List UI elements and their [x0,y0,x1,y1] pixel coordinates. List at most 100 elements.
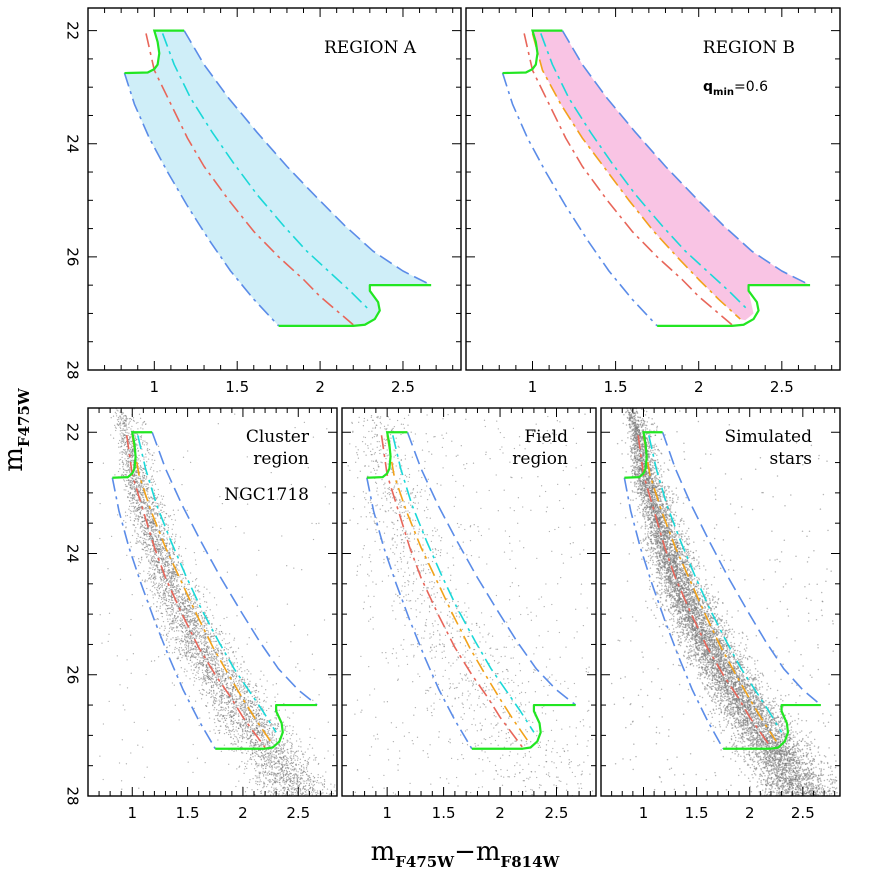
star-point [261,745,263,747]
star-point [160,553,162,555]
star-point [228,656,230,659]
star-point [171,585,173,587]
star-point [187,614,190,616]
star-point [249,683,251,685]
star-point [198,656,200,658]
star-point [160,548,162,550]
star-point [139,487,142,490]
star-point [156,544,158,547]
star-point [276,725,279,727]
star-point [244,723,246,725]
star-point [119,439,121,442]
star-point [189,641,191,643]
star-point [215,725,217,728]
star-point [122,474,124,476]
star-point [286,565,288,567]
star-point [191,613,193,615]
star-point [185,655,187,657]
star-point [202,625,204,627]
star-point [171,627,173,629]
star-point [225,683,227,686]
star-point [159,605,161,607]
star-point [141,493,143,496]
star-point [145,549,148,552]
star-point [244,712,246,714]
star-point [157,656,160,658]
star-point [172,596,174,599]
star-point [224,679,226,682]
star-point [263,756,265,759]
star-point [254,752,257,754]
star-point [140,557,143,559]
star-point [220,694,223,697]
star-point [136,501,138,503]
star-point [279,730,281,732]
star-point [222,677,224,679]
star-point [139,572,141,575]
star-point [292,726,294,728]
star-point [153,533,155,535]
star-point [204,678,206,680]
star-point [232,717,235,720]
star-point [225,728,227,731]
star-point [182,456,185,458]
star-point [158,544,161,546]
star-point [235,711,237,713]
star-point [128,483,130,486]
star-point [193,680,196,682]
star-point [329,793,332,795]
star-point [219,633,221,635]
star-point [227,652,229,654]
star-point [181,579,183,581]
star-point [158,511,160,513]
star-point [179,596,181,599]
star-point [217,687,219,689]
star-point [212,667,214,670]
star-point [195,674,197,676]
star-point [239,723,241,725]
star-point [142,539,145,542]
star-point [151,575,153,577]
star-point [293,770,295,772]
star-point [186,619,189,621]
star-point [174,615,176,617]
star-point [284,743,286,745]
star-point [295,770,298,772]
star-point [224,661,226,663]
star-point [295,740,298,742]
star-point [190,596,192,598]
star-point [244,703,246,706]
star-point [166,572,169,574]
star-point [216,662,218,664]
star-point [146,553,148,555]
star-point [183,602,185,605]
star-point [220,527,222,530]
star-point [265,765,267,768]
star-point [142,440,144,442]
star-point [221,718,223,720]
star-point [312,780,314,782]
star-point [236,730,238,732]
star-point [122,429,124,431]
star-point [236,670,239,672]
star-point [114,474,116,476]
star-point [242,702,244,705]
star-point [293,779,295,781]
star-point [257,753,259,756]
star-point [154,483,157,485]
star-point [174,619,177,622]
star-point [237,745,239,748]
star-point [206,676,208,678]
star-point [280,751,282,753]
star-point [178,585,180,587]
star-point [142,544,144,546]
star-point [152,531,155,533]
star-point [128,426,130,429]
star-point [215,651,217,654]
star-point [254,775,257,777]
star-point [186,659,188,661]
star-point [182,655,184,657]
star-point [135,478,137,481]
x-tick-label: 2 [694,378,704,396]
star-point [268,790,270,792]
